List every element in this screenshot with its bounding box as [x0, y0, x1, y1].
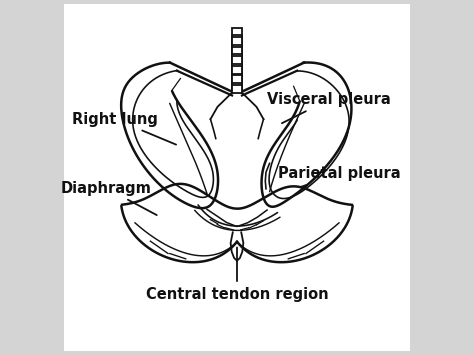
Text: Parietal pleura: Parietal pleura	[278, 166, 401, 187]
Bar	[232, 75, 242, 83]
Text: Diaphragm: Diaphragm	[61, 181, 157, 215]
Bar	[232, 85, 242, 93]
FancyBboxPatch shape	[64, 4, 410, 351]
Bar	[232, 28, 242, 36]
Bar	[232, 47, 242, 54]
Text: Visceral pleura: Visceral pleura	[267, 92, 391, 123]
Bar	[232, 56, 242, 64]
Text: Right lung: Right lung	[72, 112, 176, 144]
Bar	[232, 37, 242, 45]
Bar	[232, 66, 242, 73]
Text: Central tendon region: Central tendon region	[146, 247, 328, 302]
